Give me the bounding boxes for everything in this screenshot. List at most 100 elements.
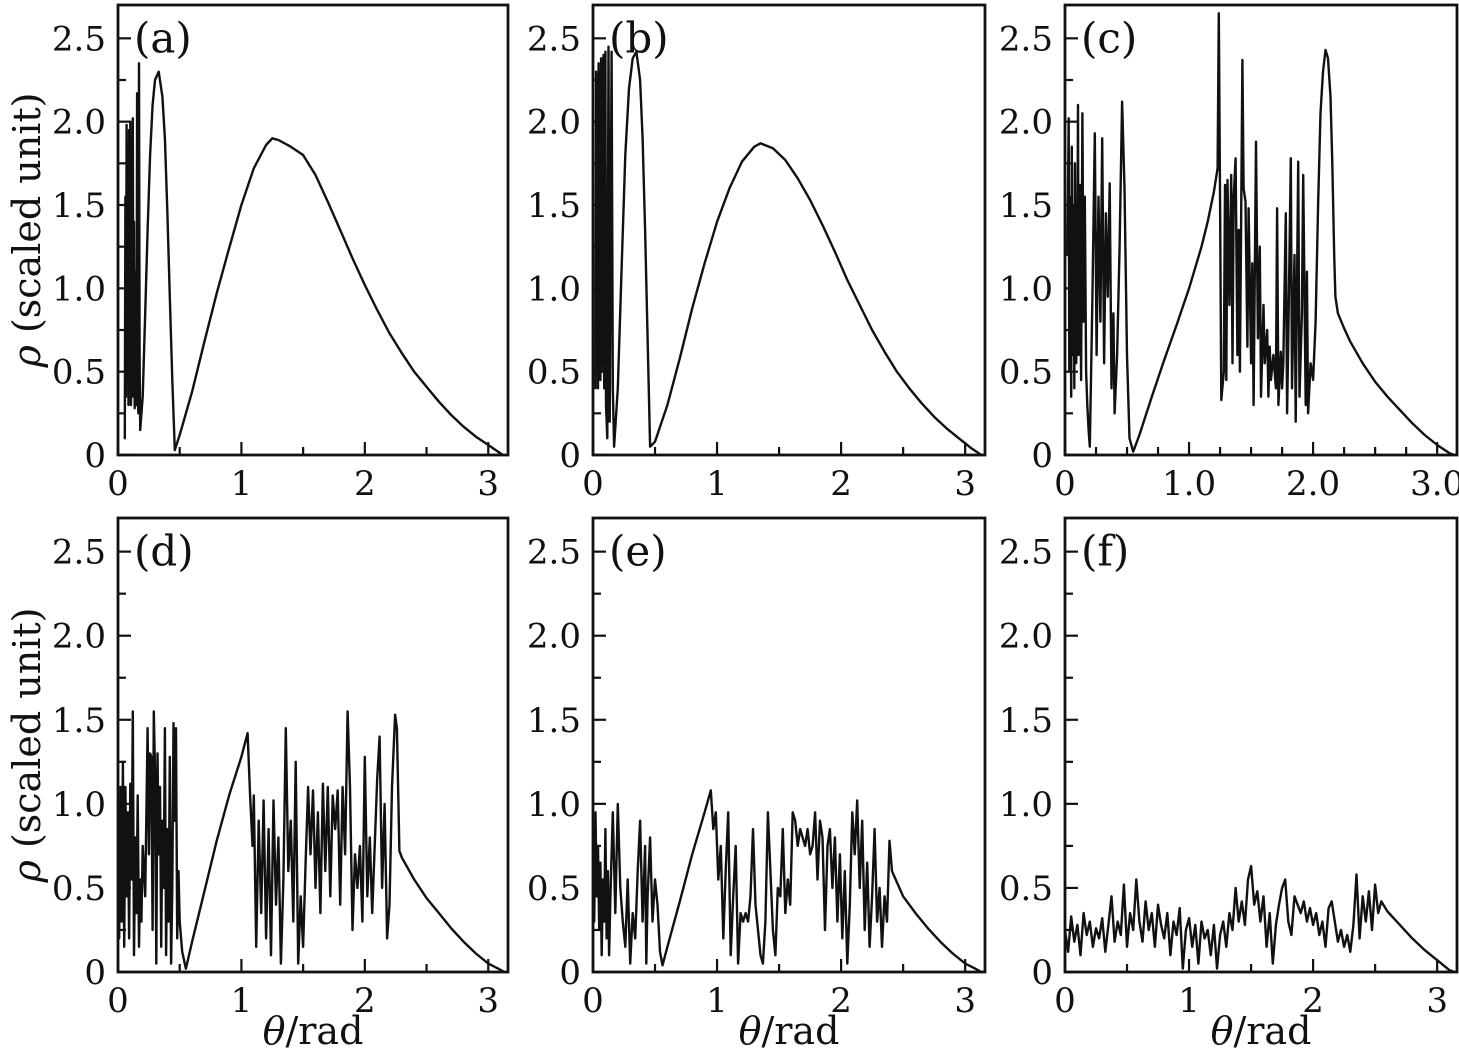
panel-e: 0 1 2 3 0 0.5 1.0 1.5 2.0 2.5 (e) θ/rad	[527, 516, 987, 1052]
y-tick-label-a-2: 1.0	[52, 269, 106, 309]
x-ticks-c: 0 1.0 2.0 3.0	[1054, 442, 1459, 504]
y-ticks-d: 0 0.5 1.0 1.5 2.0 2.5	[52, 533, 131, 993]
x-tick-label-f-1: 1	[1178, 981, 1200, 1021]
y-tick-label-a-5: 2.5	[52, 19, 106, 59]
y-axis-label-d: ρ (scaled unit)	[5, 608, 49, 884]
y-tick-label-f-1: 0.5	[999, 869, 1053, 909]
x-tick-label-e-0: 0	[582, 981, 604, 1021]
panel-letter-b: (b)	[609, 13, 669, 62]
y-tick-label-d-2: 1.0	[52, 785, 106, 825]
y-tick-label-c-0: 0	[1031, 436, 1053, 476]
x-axis-label-d: θ/rad	[263, 1009, 364, 1052]
x-tick-label-f-2: 2	[1302, 981, 1324, 1021]
x-tick-label-c-1: 1.0	[1162, 464, 1216, 504]
x-axis-label-e: θ/rad	[739, 1009, 840, 1052]
panel-letter-c: (c)	[1081, 13, 1137, 62]
x-tick-label-f-3: 3	[1426, 981, 1448, 1021]
y-tick-label-e-2: 1.0	[527, 785, 581, 825]
y-ticks-f: 0 0.5 1.0 1.5 2.0 2.5	[999, 533, 1078, 993]
y-tick-label-f-2: 1.0	[999, 785, 1053, 825]
x-tick-label-c-3: 3.0	[1410, 464, 1459, 504]
y-tick-label-b-1: 0.5	[527, 353, 581, 393]
x-tick-label-e-1: 1	[706, 981, 728, 1021]
x-ticks-d: 0 1 2 3	[107, 959, 499, 1021]
axis-box-f	[1063, 516, 1459, 974]
x-tick-label-c-2: 2.0	[1286, 464, 1340, 504]
x-ticks-a: 0 1 2 3	[107, 442, 499, 504]
axis-box-b	[591, 3, 987, 457]
x-tick-label-d-2: 2	[354, 981, 376, 1021]
x-tick-label-d-0: 0	[107, 981, 129, 1021]
axis-box-c	[1063, 3, 1459, 457]
panel-b: 0 1 2 3 0 0.5 1.0 1.5 2.0 2.5 (b)	[527, 3, 987, 504]
y-tick-label-b-3: 1.5	[527, 186, 581, 226]
curve-d	[118, 710, 506, 972]
y-tick-label-b-4: 2.0	[527, 103, 581, 143]
y-tick-label-e-3: 1.5	[527, 701, 581, 741]
y-ticks-b: 0 0.5 1.0 1.5 2.0 2.5	[527, 19, 606, 476]
curve-b	[594, 45, 983, 455]
curve-e	[593, 789, 983, 972]
x-tick-label-d-3: 3	[477, 981, 499, 1021]
x-tick-label-b-2: 2	[830, 464, 852, 504]
axis-box-d	[116, 516, 510, 974]
y-tick-label-c-3: 1.5	[999, 186, 1053, 226]
x-ticks-e: 0 1 2 3	[582, 959, 976, 1021]
x-tick-label-e-2: 2	[830, 981, 852, 1021]
y-tick-label-a-3: 1.5	[52, 186, 106, 226]
panel-c: 0 1.0 2.0 3.0 0 0.5 1.0 1.5 2.0 2.5 (c)	[999, 3, 1459, 504]
y-tick-label-f-4: 2.0	[999, 617, 1053, 657]
x-tick-label-c-0: 0	[1054, 464, 1076, 504]
y-axis-label-a: ρ (scaled unit)	[5, 93, 49, 369]
y-tick-label-b-2: 1.0	[527, 269, 581, 309]
curve-a	[123, 62, 505, 455]
y-ticks-e: 0 0.5 1.0 1.5 2.0 2.5	[527, 533, 606, 993]
axis-box-a	[116, 3, 510, 457]
y-tick-label-d-5: 2.5	[52, 533, 106, 573]
x-ticks-f: 0 1 2 3	[1054, 959, 1448, 1021]
y-tick-label-a-0: 0	[84, 436, 106, 476]
y-tick-label-d-0: 0	[84, 953, 106, 993]
y-tick-label-f-5: 2.5	[999, 533, 1053, 573]
y-tick-label-c-4: 2.0	[999, 103, 1053, 143]
y-tick-label-e-1: 0.5	[527, 869, 581, 909]
y-tick-label-a-4: 2.0	[52, 103, 106, 143]
y-tick-label-c-2: 1.0	[999, 269, 1053, 309]
y-tick-label-b-0: 0	[559, 436, 581, 476]
y-tick-label-d-4: 2.0	[52, 617, 106, 657]
y-tick-label-c-5: 2.5	[999, 19, 1053, 59]
panel-letter-d: (d)	[134, 527, 194, 576]
y-tick-label-e-4: 2.0	[527, 617, 581, 657]
y-tick-label-c-1: 0.5	[999, 353, 1053, 393]
y-tick-label-e-5: 2.5	[527, 533, 581, 573]
x-axis-label-f: θ/rad	[1211, 1009, 1312, 1052]
x-ticks-b: 0 1 2 3	[582, 442, 976, 504]
panel-d: 0 1 2 3 0 0.5 1.0 1.5 2.0 2.5 (d) θ/rad ρ (scaled un…	[5, 516, 510, 1052]
x-tick-label-a-1: 1	[231, 464, 253, 504]
x-tick-label-b-3: 3	[954, 464, 976, 504]
y-tick-label-e-0: 0	[559, 953, 581, 993]
y-tick-label-d-1: 0.5	[52, 869, 106, 909]
y-tick-label-d-3: 1.5	[52, 701, 106, 741]
panel-letter-a: (a)	[134, 13, 192, 62]
x-tick-label-a-0: 0	[107, 464, 129, 504]
y-tick-label-b-5: 2.5	[527, 19, 581, 59]
y-tick-label-f-0: 0	[1031, 953, 1053, 993]
panel-a: 0 1 2 3 0 0.5 1.0 1.5 2.0 2.5 (a) ρ (scaled unit)	[5, 3, 510, 504]
y-ticks-a: 0 0.5 1.0 1.5 2.0 2.5	[52, 19, 131, 476]
axis-box-e	[591, 516, 987, 974]
x-tick-label-f-0: 0	[1054, 981, 1076, 1021]
y-tick-label-a-1: 0.5	[52, 353, 106, 393]
panel-letter-e: (e)	[609, 527, 667, 576]
curve-c	[1066, 12, 1456, 455]
x-tick-label-b-1: 1	[706, 464, 728, 504]
x-tick-label-e-3: 3	[954, 981, 976, 1021]
x-tick-label-a-3: 3	[477, 464, 499, 504]
panel-letter-f: (f)	[1081, 527, 1129, 576]
y-tick-label-f-3: 1.5	[999, 701, 1053, 741]
y-ticks-c: 0 0.5 1.0 1.5 2.0 2.5	[999, 19, 1078, 476]
x-tick-label-a-2: 2	[354, 464, 376, 504]
x-tick-label-d-1: 1	[231, 981, 253, 1021]
